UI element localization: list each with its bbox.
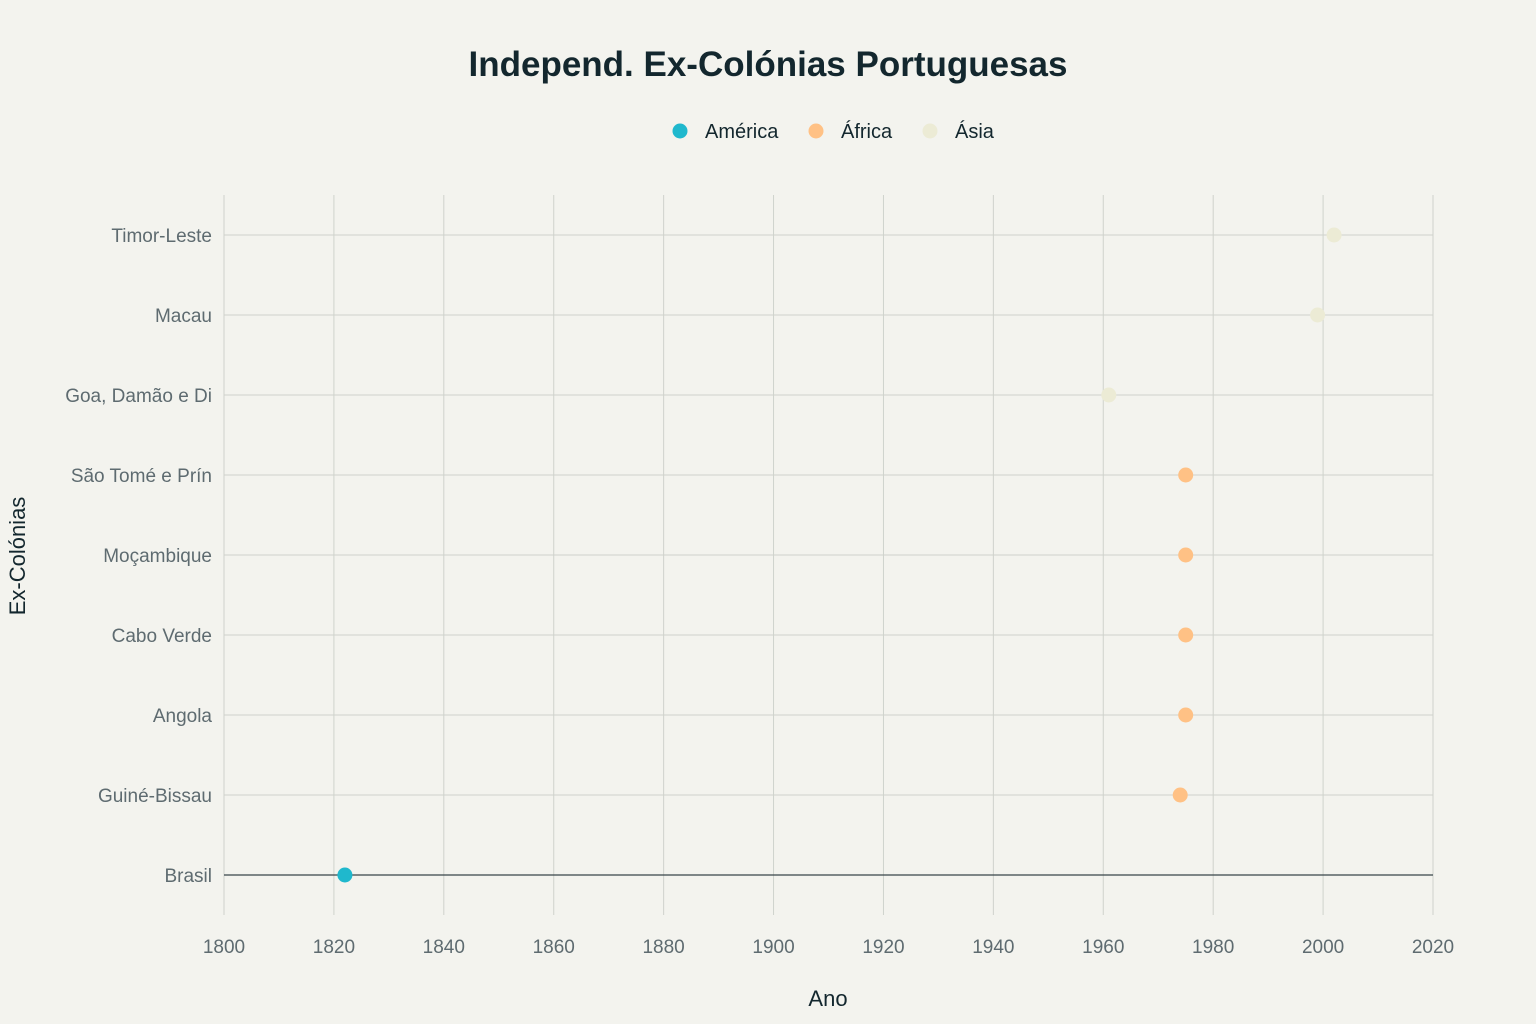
y-tick-label: Cabo Verde <box>112 626 212 647</box>
y-tick-label: Brasil <box>164 866 212 887</box>
data-point <box>1178 467 1194 483</box>
x-tick-label: 1860 <box>533 937 575 958</box>
x-tick-label: 1980 <box>1192 937 1234 958</box>
y-tick-label: Guiné-Bissau <box>98 786 212 807</box>
data-point <box>1178 547 1194 563</box>
legend: América África Ásia <box>672 120 995 143</box>
data-point <box>1178 707 1194 723</box>
legend-marker <box>922 123 938 139</box>
data-point <box>1310 307 1326 323</box>
legend-label: África <box>841 120 893 143</box>
x-tick-label: 1820 <box>313 937 355 958</box>
data-point <box>1101 387 1117 403</box>
data-point <box>1172 787 1188 803</box>
x-tick-label: 1920 <box>862 937 904 958</box>
grid <box>223 195 1434 915</box>
y-tick-label: Macau <box>155 306 212 327</box>
x-tick-label: 1880 <box>642 937 684 958</box>
y-tick-label: Timor-Leste <box>111 226 212 247</box>
x-axis-title: Ano <box>808 986 847 1011</box>
data-point <box>1178 627 1194 643</box>
legend-label: Ásia <box>955 120 995 143</box>
x-tick-label: 1800 <box>203 937 245 958</box>
y-tick-label: Moçambique <box>103 546 212 567</box>
legend-item: América <box>672 121 779 143</box>
x-tick-label: 1900 <box>752 937 794 958</box>
data-point <box>1326 227 1342 243</box>
x-axis-ticks: 1800 1820 1840 1860 1880 1900 1920 1940 1960 1980… <box>203 937 1454 958</box>
chart-title: Independ. Ex-Colónias Portuguesas <box>469 45 1068 84</box>
legend-item: Ásia <box>922 120 995 143</box>
x-tick-label: 2020 <box>1412 937 1454 958</box>
legend-marker <box>808 123 824 139</box>
y-axis-title: Ex-Colónias <box>5 497 30 616</box>
legend-marker <box>672 123 688 139</box>
data-points <box>337 227 1342 883</box>
legend-item: África <box>808 120 893 143</box>
legend-label: América <box>705 121 779 143</box>
y-tick-label: Goa, Damão e Di <box>65 386 212 407</box>
y-axis-ticks: Brasil Guiné-Bissau Angola Cabo Verde Moçamb… <box>65 226 212 887</box>
y-tick-label: Angola <box>153 706 213 727</box>
x-tick-label: 1960 <box>1082 937 1124 958</box>
data-point <box>337 867 353 883</box>
x-tick-label: 2000 <box>1302 937 1344 958</box>
x-tick-label: 1940 <box>972 937 1014 958</box>
x-tick-label: 1840 <box>423 937 465 958</box>
y-tick-label: São Tomé e Prín <box>71 466 212 487</box>
